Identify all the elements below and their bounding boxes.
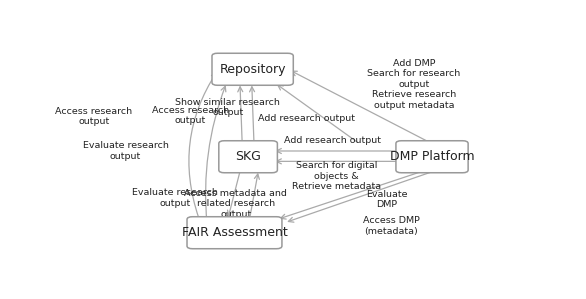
FancyBboxPatch shape xyxy=(219,141,277,173)
Text: Access metadata and
related research
output: Access metadata and related research out… xyxy=(185,189,287,219)
Text: Access research
output: Access research output xyxy=(152,106,229,125)
Text: FAIR Assessment: FAIR Assessment xyxy=(182,226,287,239)
Text: DMP Platform: DMP Platform xyxy=(390,150,474,163)
Text: Access research
output: Access research output xyxy=(55,107,132,126)
Text: Show similar research
output: Show similar research output xyxy=(175,97,280,117)
Text: Add research output: Add research output xyxy=(284,136,381,145)
Text: Add research output: Add research output xyxy=(258,114,355,123)
Text: Evaluate research
output: Evaluate research output xyxy=(83,141,168,161)
Text: Evaluate research
output: Evaluate research output xyxy=(132,188,219,208)
Text: SKG: SKG xyxy=(235,150,261,163)
Text: Search for digital
objects &
Retrieve metadata: Search for digital objects & Retrieve me… xyxy=(292,161,381,191)
FancyBboxPatch shape xyxy=(187,217,282,249)
Text: Access DMP
(metadata): Access DMP (metadata) xyxy=(363,216,420,236)
Text: Add DMP
Search for research
output
Retrieve research
output metadata: Add DMP Search for research output Retri… xyxy=(367,59,461,109)
Text: Repository: Repository xyxy=(219,63,286,76)
FancyBboxPatch shape xyxy=(212,53,293,85)
FancyBboxPatch shape xyxy=(396,141,468,173)
Text: Evaluate
DMP: Evaluate DMP xyxy=(366,190,407,209)
